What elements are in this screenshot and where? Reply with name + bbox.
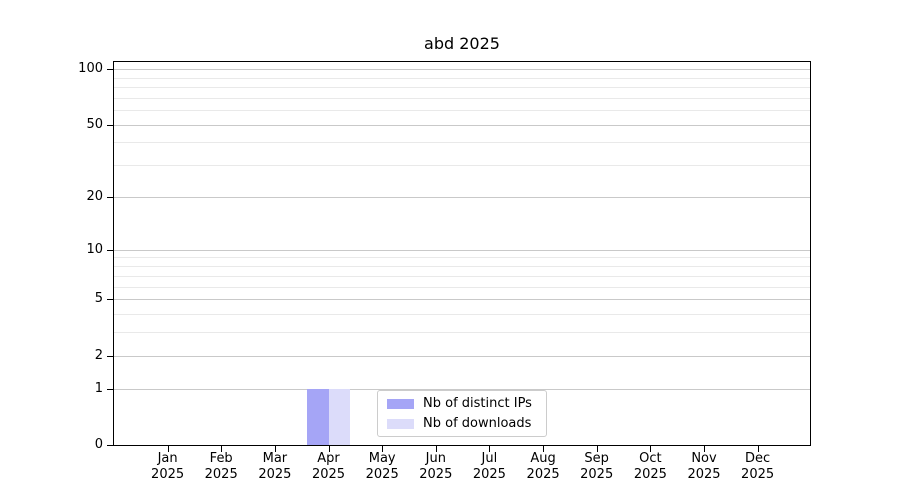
y-axis-tick bbox=[107, 445, 113, 446]
x-axis-tick bbox=[704, 446, 705, 452]
x-axis-tick bbox=[435, 446, 437, 452]
x-axis-tick-label: Dec 2025 bbox=[741, 451, 775, 482]
x-axis-tick-label: Jan 2025 bbox=[151, 451, 185, 482]
y-axis-tick bbox=[107, 355, 113, 357]
x-axis-tick-label: Jul 2025 bbox=[472, 451, 506, 482]
x-axis-tick bbox=[328, 446, 330, 452]
y-gridline-minor bbox=[114, 257, 810, 259]
y-axis-tick-label: 20 bbox=[86, 189, 103, 204]
x-axis-tick bbox=[596, 446, 598, 452]
x-axis-tick-label: Mar 2025 bbox=[258, 451, 292, 482]
x-axis-tick-label: May 2025 bbox=[365, 451, 399, 482]
y-axis-tick-label: 2 bbox=[94, 347, 103, 363]
y-gridline-major bbox=[114, 124, 810, 126]
y-axis-tick-label: 5 bbox=[94, 291, 103, 306]
y-axis-tick bbox=[107, 249, 113, 251]
legend-label-downloads: Nb of downloads bbox=[423, 416, 532, 431]
y-axis-tick-label: 50 bbox=[86, 116, 103, 132]
y-gridline-minor bbox=[114, 332, 810, 334]
x-axis-tick bbox=[382, 446, 384, 452]
y-gridline-minor bbox=[114, 266, 810, 267]
x-axis-tick-label: Nov 2025 bbox=[687, 451, 721, 482]
x-axis-tick bbox=[274, 446, 276, 452]
x-axis-tick-label: Sep 2025 bbox=[580, 451, 614, 482]
bar-downloads bbox=[328, 388, 350, 445]
y-gridline-minor bbox=[114, 97, 810, 99]
y-axis-tick-label: 0 bbox=[94, 437, 103, 452]
x-axis-tick-label: Apr 2025 bbox=[311, 451, 346, 482]
y-gridline-major bbox=[114, 355, 810, 357]
x-axis-tick bbox=[650, 446, 652, 452]
y-gridline-major bbox=[114, 249, 810, 251]
y-axis-tick bbox=[107, 299, 113, 300]
x-axis-tick bbox=[757, 446, 759, 452]
y-gridline-minor bbox=[114, 142, 810, 144]
y-gridline-minor bbox=[114, 110, 810, 112]
y-gridline-minor bbox=[114, 165, 810, 167]
y-gridline-minor bbox=[114, 275, 810, 277]
x-axis-tick bbox=[221, 446, 223, 452]
x-axis-tick bbox=[167, 446, 169, 452]
y-axis-tick-label: 1 bbox=[94, 380, 103, 396]
y-gridline-minor bbox=[114, 313, 810, 315]
legend: Nb of distinct IPs Nb of downloads bbox=[377, 390, 547, 437]
legend-item-distinct-ips: Nb of distinct IPs bbox=[378, 395, 546, 412]
x-axis-tick bbox=[489, 446, 491, 452]
x-axis-tick-label: Jun 2025 bbox=[419, 451, 453, 482]
y-axis-tick-label: 100 bbox=[78, 61, 103, 76]
legend-item-downloads: Nb of downloads bbox=[378, 415, 546, 432]
chart-title: abd 2025 bbox=[424, 34, 500, 53]
x-axis-tick bbox=[543, 446, 545, 452]
y-gridline-major bbox=[114, 388, 810, 390]
x-axis-tick-label: Aug 2025 bbox=[526, 451, 560, 482]
y-axis-tick bbox=[107, 124, 113, 126]
plot-area bbox=[113, 61, 811, 446]
y-gridline-major bbox=[114, 299, 810, 300]
y-axis-tick-label: 10 bbox=[86, 241, 103, 257]
y-gridline-minor bbox=[114, 77, 810, 79]
y-axis-tick bbox=[107, 197, 113, 198]
legend-label-distinct-ips: Nb of distinct IPs bbox=[423, 396, 532, 411]
bar-distinct-ips bbox=[307, 388, 329, 445]
x-axis-tick-label: Feb 2025 bbox=[204, 451, 238, 482]
y-gridline-major bbox=[114, 69, 810, 70]
y-gridline-minor bbox=[114, 87, 810, 88]
y-gridline-minor bbox=[114, 286, 810, 288]
legend-swatch-distinct-ips-icon bbox=[387, 398, 414, 409]
legend-swatch-downloads-icon bbox=[387, 418, 414, 429]
y-axis-tick bbox=[107, 69, 113, 70]
y-gridline-major bbox=[114, 197, 810, 198]
x-axis-tick-label: Oct 2025 bbox=[633, 451, 667, 482]
y-axis-tick bbox=[107, 388, 113, 390]
